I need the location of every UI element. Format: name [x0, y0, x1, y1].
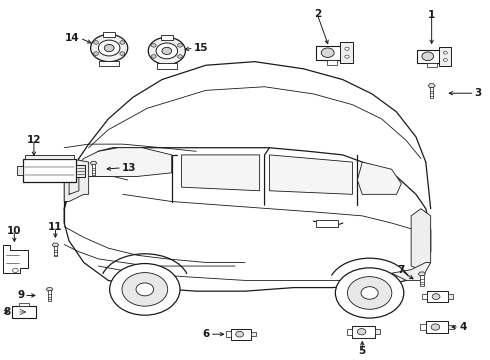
- Circle shape: [148, 37, 185, 64]
- Bar: [103, 32, 115, 37]
- Bar: [17, 166, 23, 175]
- Text: 7: 7: [398, 265, 405, 275]
- Circle shape: [236, 331, 244, 337]
- Circle shape: [361, 287, 378, 299]
- Circle shape: [177, 44, 182, 47]
- Bar: [226, 331, 231, 337]
- Polygon shape: [3, 244, 27, 273]
- Polygon shape: [46, 288, 53, 291]
- Polygon shape: [52, 243, 59, 247]
- Bar: [420, 275, 424, 286]
- Bar: [439, 47, 451, 66]
- Bar: [161, 35, 172, 40]
- Circle shape: [443, 51, 447, 54]
- Circle shape: [12, 268, 18, 273]
- Bar: [25, 155, 74, 159]
- Bar: [430, 87, 434, 98]
- Circle shape: [120, 41, 125, 44]
- Circle shape: [162, 47, 172, 54]
- Circle shape: [345, 47, 349, 50]
- Circle shape: [91, 35, 128, 62]
- Circle shape: [94, 52, 98, 55]
- Text: 4: 4: [459, 322, 466, 332]
- Polygon shape: [357, 162, 401, 194]
- Polygon shape: [64, 158, 89, 202]
- Bar: [316, 46, 343, 60]
- Circle shape: [94, 41, 98, 44]
- Polygon shape: [69, 148, 172, 180]
- Bar: [99, 60, 119, 66]
- Polygon shape: [411, 209, 431, 270]
- Circle shape: [151, 55, 156, 58]
- Polygon shape: [270, 155, 352, 194]
- Bar: [157, 63, 176, 69]
- Text: 9: 9: [17, 291, 24, 301]
- Bar: [251, 332, 256, 336]
- Bar: [340, 42, 353, 63]
- Polygon shape: [90, 161, 97, 165]
- Circle shape: [136, 283, 154, 296]
- Bar: [427, 291, 448, 302]
- Bar: [420, 324, 426, 330]
- Circle shape: [98, 40, 120, 56]
- Bar: [316, 220, 338, 226]
- Text: 10: 10: [7, 226, 22, 236]
- Bar: [23, 159, 76, 182]
- Text: 15: 15: [194, 43, 208, 53]
- Bar: [54, 246, 57, 256]
- Circle shape: [357, 329, 366, 335]
- Bar: [231, 329, 251, 339]
- Bar: [92, 164, 95, 175]
- Circle shape: [422, 52, 434, 60]
- Bar: [48, 290, 51, 301]
- Polygon shape: [181, 155, 260, 191]
- Circle shape: [122, 273, 168, 306]
- Circle shape: [177, 55, 182, 58]
- Text: 8: 8: [3, 307, 10, 317]
- Text: 3: 3: [475, 88, 482, 98]
- Circle shape: [431, 324, 440, 330]
- Bar: [19, 303, 29, 306]
- Text: 5: 5: [359, 346, 366, 356]
- Bar: [374, 329, 380, 334]
- Circle shape: [335, 268, 404, 318]
- Text: 12: 12: [26, 135, 41, 145]
- Polygon shape: [418, 272, 425, 276]
- Circle shape: [347, 276, 392, 309]
- Circle shape: [443, 58, 447, 61]
- Circle shape: [345, 55, 349, 58]
- Circle shape: [110, 264, 180, 315]
- Bar: [427, 63, 437, 67]
- Circle shape: [151, 44, 156, 47]
- Circle shape: [432, 294, 440, 300]
- Bar: [422, 294, 427, 300]
- Circle shape: [120, 52, 125, 55]
- Bar: [448, 294, 453, 299]
- Circle shape: [321, 48, 334, 58]
- Polygon shape: [428, 84, 435, 87]
- Text: 11: 11: [48, 222, 63, 232]
- Text: 2: 2: [314, 9, 321, 19]
- Text: 13: 13: [122, 163, 136, 173]
- Bar: [346, 329, 352, 335]
- Text: 14: 14: [65, 33, 80, 43]
- Bar: [352, 326, 374, 338]
- Bar: [76, 165, 85, 176]
- Text: 6: 6: [202, 329, 210, 339]
- Bar: [426, 321, 448, 333]
- Circle shape: [104, 44, 114, 51]
- Text: 1: 1: [428, 10, 435, 20]
- Bar: [12, 306, 36, 318]
- Polygon shape: [392, 262, 431, 280]
- Bar: [327, 60, 337, 64]
- Bar: [448, 325, 454, 329]
- Polygon shape: [64, 148, 431, 291]
- Circle shape: [156, 43, 177, 59]
- Bar: [417, 50, 441, 63]
